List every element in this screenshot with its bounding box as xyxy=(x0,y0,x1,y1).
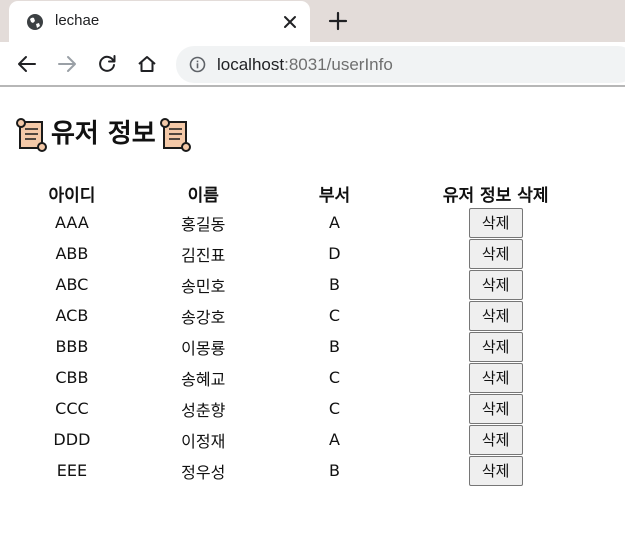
delete-user-button[interactable]: 삭제 xyxy=(468,300,523,331)
browser-tab[interactable]: lechae xyxy=(9,1,310,42)
table-row: CCC 성춘향 C 삭제 xyxy=(40,393,625,424)
delete-user-button[interactable]: 삭제 xyxy=(468,393,523,424)
delete-cell: 삭제 xyxy=(366,424,625,455)
globe-icon xyxy=(27,14,43,30)
table-row: DDD 이정재 A 삭제 xyxy=(40,424,625,455)
user-name-cell: 송민호 xyxy=(181,276,226,296)
reload-icon[interactable] xyxy=(96,53,118,75)
page-title: 유저 정보 xyxy=(14,116,193,153)
close-icon[interactable] xyxy=(281,13,299,31)
tab-title: lechae xyxy=(55,12,100,29)
table-header-row: 아이디 이름 부서 유저 정보 삭제 xyxy=(40,179,625,207)
user-id-cell: ACB xyxy=(55,306,89,325)
delete-cell: 삭제 xyxy=(366,269,625,300)
user-dept-cell: C xyxy=(328,399,341,418)
table-row: EEE 정우성 B 삭제 xyxy=(40,455,625,486)
table-row: ABB 김진표 D 삭제 xyxy=(40,238,625,269)
delete-cell: 삭제 xyxy=(366,238,625,269)
plus-icon[interactable] xyxy=(327,10,349,32)
user-dept-cell: C xyxy=(328,368,341,387)
scroll-icon xyxy=(16,118,47,152)
delete-user-button[interactable]: 삭제 xyxy=(468,269,523,300)
delete-user-button[interactable]: 삭제 xyxy=(468,362,523,393)
user-id-cell: ABB xyxy=(55,244,89,263)
url-text[interactable]: localhost:8031/userInfo xyxy=(217,55,393,75)
user-name-cell: 홍길동 xyxy=(181,214,226,234)
user-name-cell: 정우성 xyxy=(181,462,226,482)
user-name-cell: 송강호 xyxy=(181,307,226,327)
scroll-icon xyxy=(159,118,191,152)
url-path: :8031/userInfo xyxy=(284,55,393,74)
delete-user-button[interactable]: 삭제 xyxy=(468,331,523,362)
user-id-cell: AAA xyxy=(55,213,89,232)
user-id-cell: EEE xyxy=(56,461,88,480)
column-header-name: 이름 xyxy=(187,185,219,206)
user-dept-cell: C xyxy=(328,306,341,325)
user-dept-cell: B xyxy=(328,275,340,294)
home-icon[interactable] xyxy=(136,53,158,75)
delete-cell: 삭제 xyxy=(366,207,625,238)
delete-cell: 삭제 xyxy=(366,300,625,331)
user-dept-cell: A xyxy=(328,430,340,449)
user-name-cell: 이몽룡 xyxy=(181,338,226,358)
page-heading: 유저 정보 xyxy=(51,119,156,149)
column-header-delete: 유저 정보 삭제 xyxy=(442,185,549,206)
address-bar[interactable]: localhost:8031/userInfo xyxy=(176,46,625,83)
table-row: CBB 송혜교 C 삭제 xyxy=(40,362,625,393)
table-row: ABC 송민호 B 삭제 xyxy=(40,269,625,300)
user-id-cell: ABC xyxy=(55,275,89,294)
column-header-id: 아이디 xyxy=(48,185,96,206)
arrow-right-icon[interactable] xyxy=(56,53,78,75)
user-name-cell: 이정재 xyxy=(181,431,226,451)
delete-cell: 삭제 xyxy=(366,455,625,486)
column-header-dept: 부서 xyxy=(318,185,351,206)
user-dept-cell: B xyxy=(328,337,340,356)
delete-user-button[interactable]: 삭제 xyxy=(468,455,523,486)
url-host: localhost xyxy=(217,55,285,74)
delete-user-button[interactable]: 삭제 xyxy=(468,238,523,269)
user-id-cell: CCC xyxy=(55,399,89,418)
delete-cell: 삭제 xyxy=(366,331,625,362)
user-dept-cell: A xyxy=(328,213,340,232)
browser-toolbar: localhost:8031/userInfo xyxy=(0,42,625,87)
user-id-cell: DDD xyxy=(53,430,91,449)
user-table: 아이디 이름 부서 유저 정보 삭제 AAA 홍길동 A 삭제 ABB 김진표 D 삭제 ABC… xyxy=(40,179,625,486)
delete-user-button[interactable]: 삭제 xyxy=(468,424,523,455)
delete-cell: 삭제 xyxy=(366,362,625,393)
table-row: BBB 이몽룡 B 삭제 xyxy=(40,331,625,362)
tab-strip: lechae xyxy=(0,0,625,42)
delete-user-button[interactable]: 삭제 xyxy=(468,207,523,238)
arrow-left-icon[interactable] xyxy=(16,53,38,75)
info-icon[interactable] xyxy=(189,56,206,73)
user-name-cell: 김진표 xyxy=(181,245,226,265)
user-dept-cell: D xyxy=(328,244,341,263)
table-row: ACB 송강호 C 삭제 xyxy=(40,300,625,331)
user-id-cell: CBB xyxy=(55,368,89,387)
table-row: AAA 홍길동 A 삭제 xyxy=(40,207,625,238)
user-dept-cell: B xyxy=(328,461,340,480)
delete-cell: 삭제 xyxy=(366,393,625,424)
user-name-cell: 송혜교 xyxy=(181,369,226,389)
user-id-cell: BBB xyxy=(55,337,89,356)
user-name-cell: 성춘향 xyxy=(181,400,226,420)
